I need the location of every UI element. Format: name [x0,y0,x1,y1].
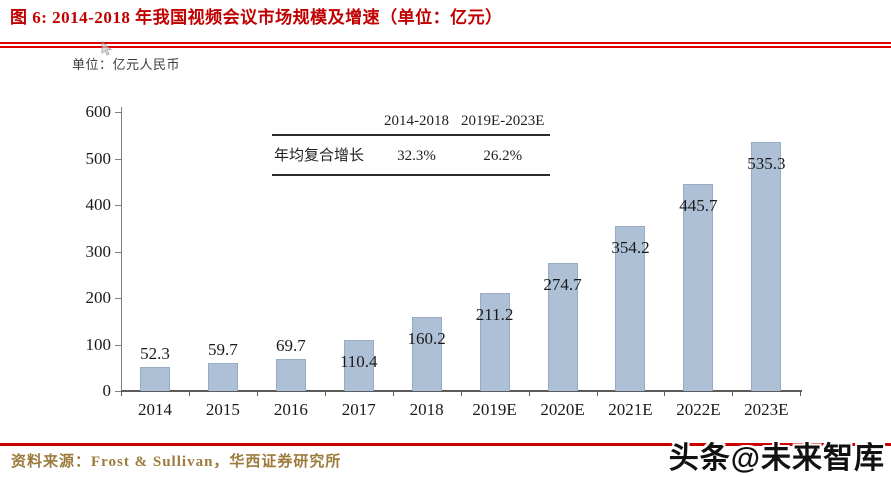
figure-title: 图 6: 2014-2018 年我国视频会议市场规模及增速（单位：亿元） [10,8,503,27]
y-axis-tick [115,391,121,392]
bar-2019E [479,292,510,391]
x-axis-category-label: 2017 [341,400,376,419]
source-note: 资料来源：Frost & Sullivan，华西证券研究所 [11,454,342,470]
bar-2021E [615,226,646,391]
mouse-cursor-icon [101,41,113,56]
x-axis-tick [596,391,598,396]
y-axis-tick [115,158,121,160]
x-axis-tick [528,391,530,396]
x-axis-tick [188,391,190,396]
watermark-text: 头条@未来智库 [668,442,885,475]
cagr-table-header-row: 2014-2018 2019E-2023E [272,103,550,136]
x-axis-category-label: 2014 [137,400,172,419]
y-axis-tick [115,251,121,253]
y-axis-tick-label: 400 [85,195,112,214]
bar-value-label: 160.2 [407,328,446,348]
bar-2014 [139,366,170,391]
bar-2015 [207,363,238,391]
y-axis-tick-label: 200 [85,288,112,307]
bar-value-label: 110.4 [339,351,378,371]
y-axis-tick-label: 100 [85,334,112,354]
cagr-table-data-row: 年均复合增长 32.3% 26.2% [272,136,550,176]
x-axis-tick [121,391,122,396]
x-axis-category-label: 2021E [608,400,653,419]
x-axis-category-label: 2015 [205,400,240,419]
x-axis-category-label: 2019E [472,400,517,419]
bar-2023E [751,142,782,391]
x-axis-tick [392,391,394,396]
x-axis-category-label: 2018 [409,400,444,419]
footer-divider-line [0,443,891,446]
bar-value-label: 211.2 [475,304,514,324]
y-axis-tick-label: 300 [85,241,112,261]
y-axis-tick [115,112,121,113]
bar-2016 [275,358,306,391]
x-axis-tick [324,391,326,396]
cagr-header-period-2: 2019E-2023E [461,113,545,129]
bar-value-label: 274.7 [543,275,582,295]
bar-2020E [547,263,578,391]
cagr-value-1: 32.3% [397,148,436,164]
title-divider-line [0,42,891,48]
bar-2022E [683,183,714,391]
x-axis-tick [460,391,462,396]
cagr-table: 2014-2018 2019E-2023E 年均复合增长 32.3% 26.2% [272,103,550,176]
bar-value-label: 535.3 [747,154,786,174]
cagr-header-period-1: 2014-2018 [384,113,450,129]
bar-value-label: 354.2 [611,238,650,258]
y-axis-tick [115,298,121,299]
x-axis-tick [800,391,802,396]
x-axis-tick [732,391,734,396]
cagr-value-2: 26.2% [483,148,523,164]
bar-value-label: 445.7 [679,195,718,215]
x-axis-category-label: 2022E [676,400,721,419]
bar-2018 [411,316,442,391]
y-axis-tick-label: 0 [102,381,112,400]
cagr-row-label: 年均复合增长 [274,148,365,164]
bar-value-label: 69.7 [275,335,306,355]
bar-2017 [343,339,374,391]
bar-value-label: 59.7 [208,340,238,360]
bar-value-label: 52.3 [140,343,170,363]
x-axis-tick [256,391,258,396]
x-axis-category-label: 2023E [744,400,789,419]
y-axis-tick [115,205,121,206]
y-axis-tick-label: 500 [85,148,112,168]
x-axis-tick [664,391,666,396]
y-axis-tick-label: 600 [85,102,112,121]
y-axis-tick [115,344,121,346]
y-axis-line [121,107,122,392]
axis-unit-label: 单位：亿元人民币 [72,57,181,72]
x-axis-category-label: 2016 [273,400,308,419]
x-axis-category-label: 2020E [540,400,585,419]
